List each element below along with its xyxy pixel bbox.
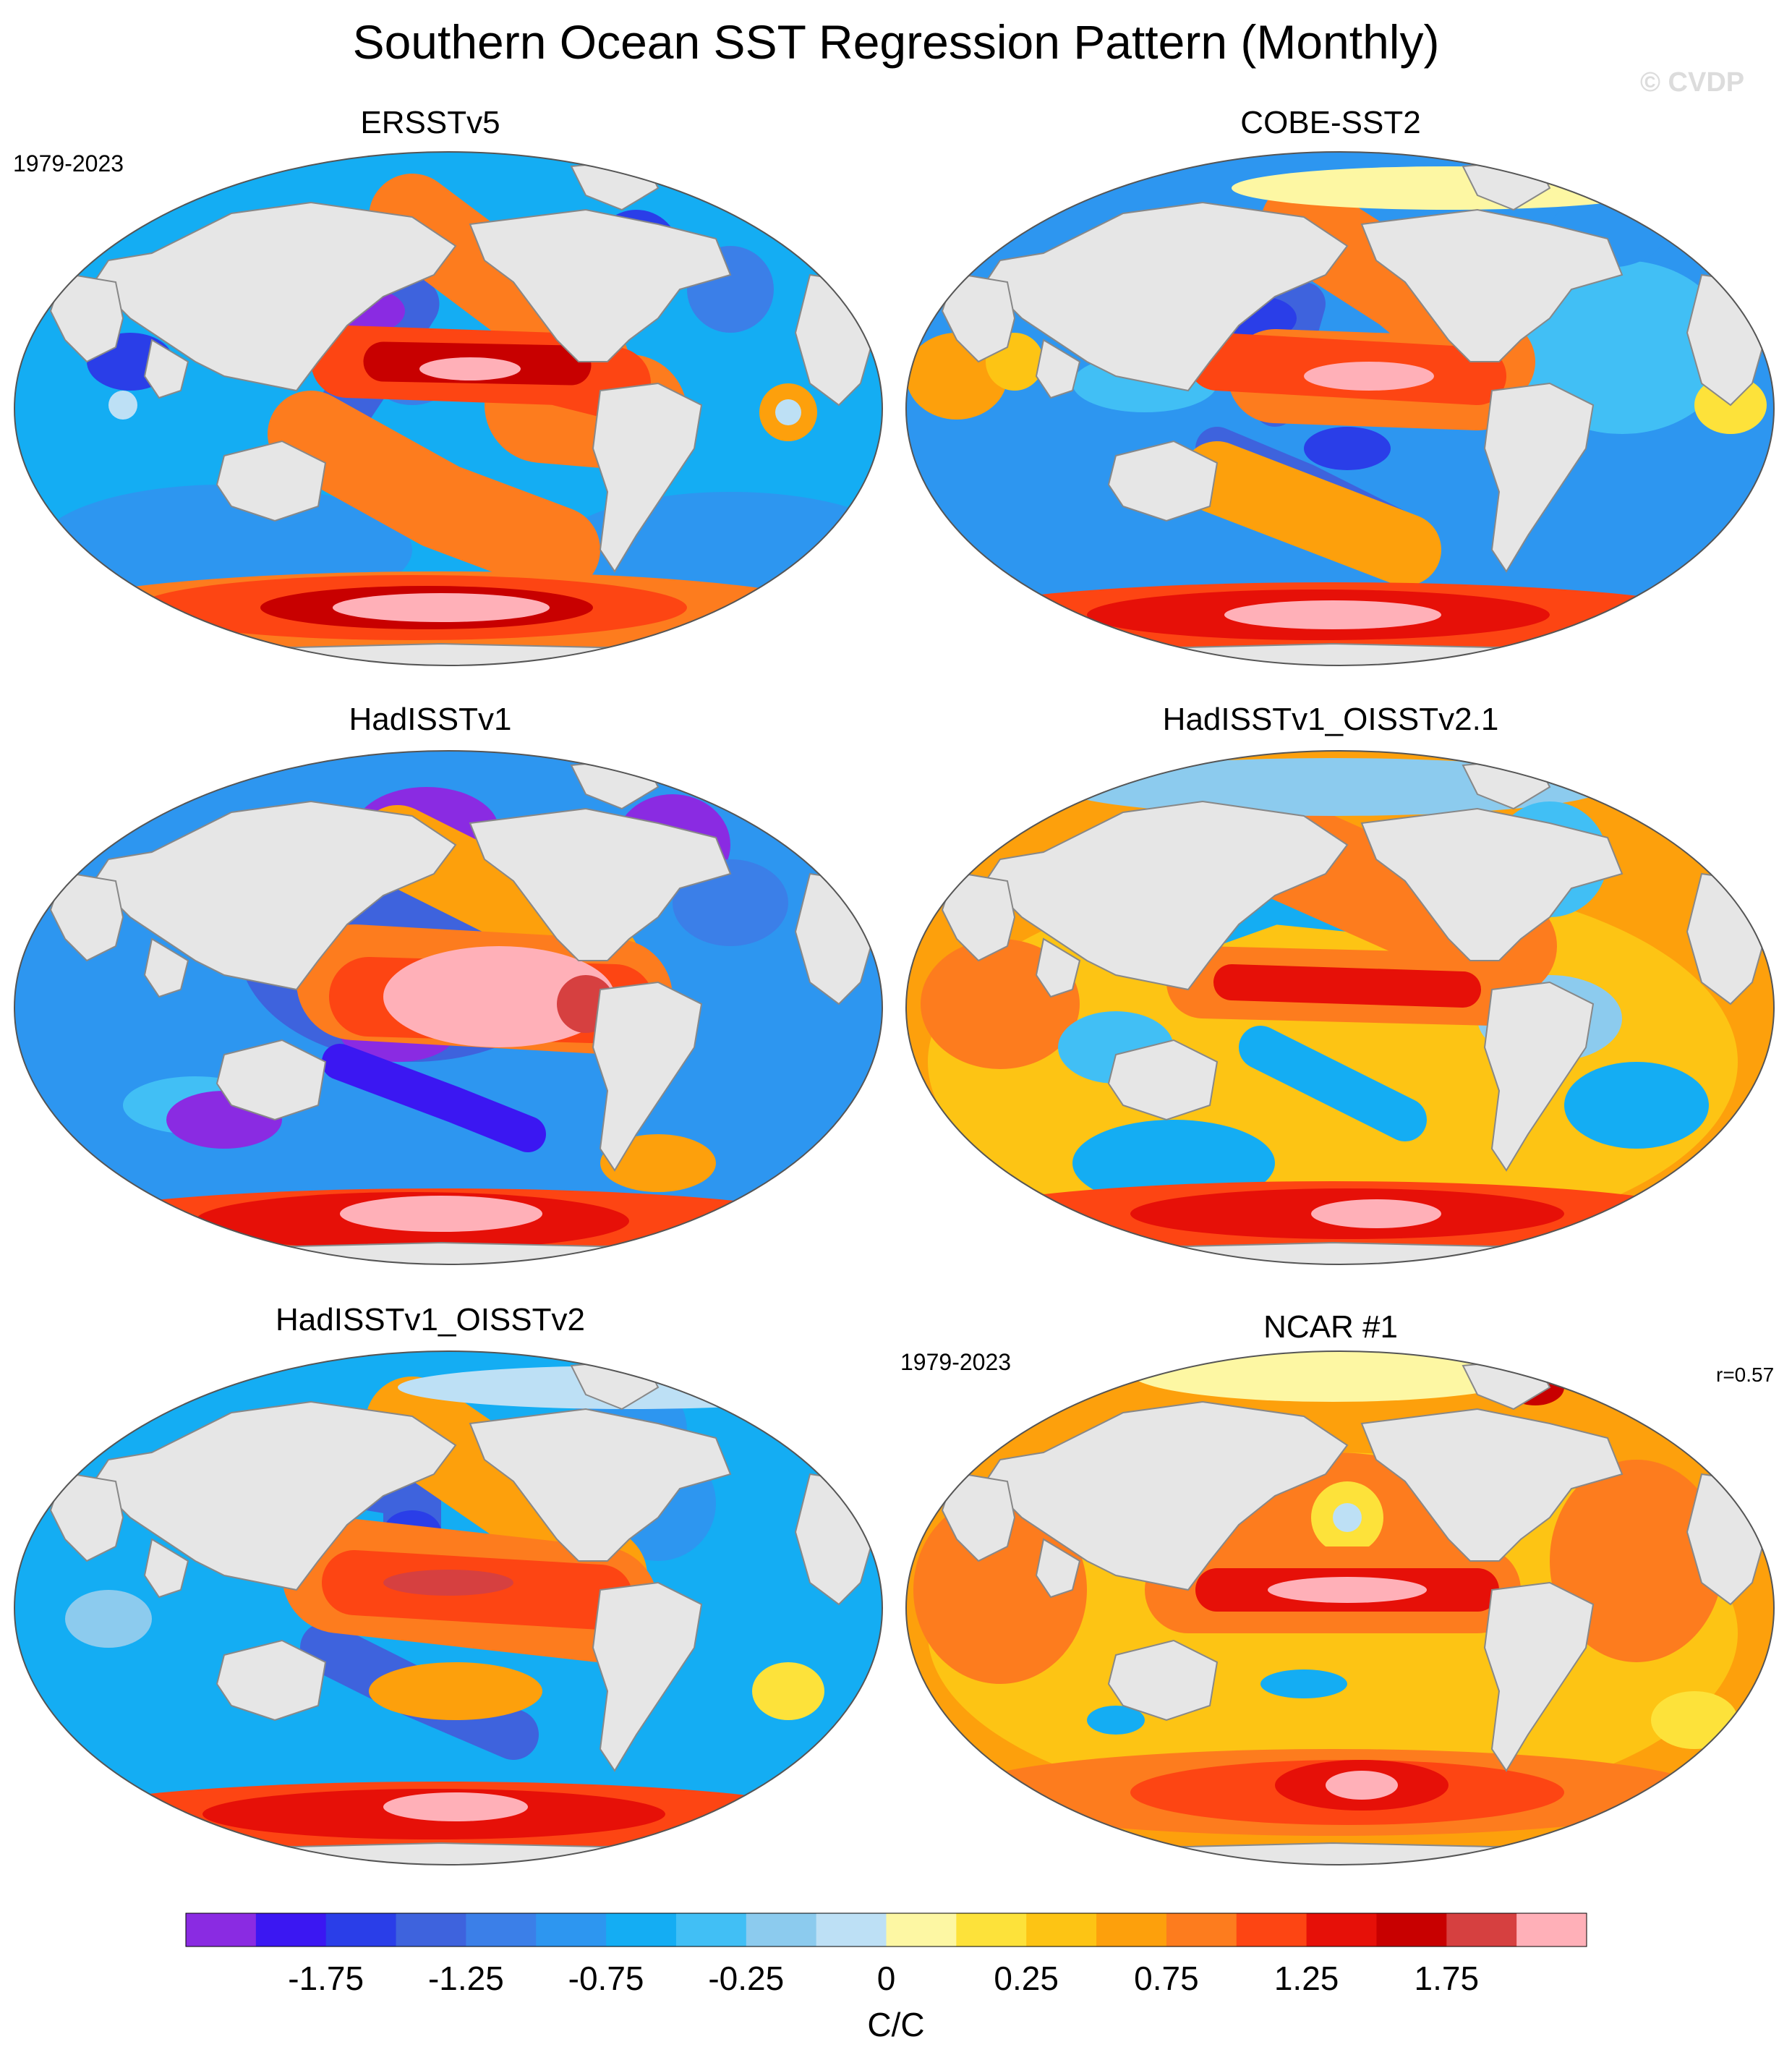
colorbar-tick-label: -1.75: [288, 1960, 364, 1997]
colorbar-swatch: [1376, 1913, 1447, 1946]
colorbar-units: C/C: [867, 2006, 925, 2043]
colorbar-swatch: [466, 1913, 537, 1946]
panel-1-period-label: 1979-2023: [13, 150, 124, 176]
colorbar-tick-label: 0.25: [994, 1960, 1059, 1997]
colorbar-tick-label: 1.25: [1273, 1960, 1339, 1997]
colorbar-swatch: [1166, 1913, 1237, 1946]
colorbar-swatch: [1236, 1913, 1307, 1946]
colorbar-swatch: [255, 1913, 327, 1946]
watermark: © CVDP: [1640, 67, 1745, 98]
map-panel-2: [905, 151, 1775, 666]
colorbar-swatch: [1096, 1913, 1167, 1946]
colorbar-swatch: [1306, 1913, 1377, 1946]
colorbar-swatch: [956, 1913, 1027, 1946]
panel-title-2: COBE-SST2: [1240, 105, 1421, 140]
colorbar-tick-label: 0: [876, 1960, 896, 1997]
colorbar-tick-label: 0.75: [1134, 1960, 1199, 1997]
colorbar-tick-label: 1.75: [1414, 1960, 1480, 1997]
colorbar-swatch: [536, 1913, 607, 1946]
colorbar-swatch: [746, 1913, 817, 1946]
colorbar-swatch: [675, 1913, 747, 1946]
panel-title-6: NCAR #1: [1263, 1309, 1398, 1345]
colorbar-swatch: [606, 1913, 677, 1946]
colorbar-swatch: [816, 1913, 887, 1946]
colorbar-tick-label: -0.75: [568, 1960, 644, 1997]
colorbar-swatch: [396, 1913, 466, 1946]
map-panel-6: [905, 1350, 1775, 1865]
colorbar-swatch: [886, 1913, 957, 1946]
colorbar-tick-label: -0.25: [708, 1960, 785, 1997]
colorbar-tick-label: -1.25: [427, 1960, 504, 1997]
map-panel-3: [14, 750, 883, 1265]
colorbar-swatch: [325, 1913, 397, 1946]
panel-title-4: HadISSTv1_OISSTv2.1: [1162, 702, 1499, 737]
figure-title: Southern Ocean SST Regression Pattern (M…: [352, 15, 1440, 69]
map-panel-4: [905, 750, 1775, 1265]
panel-6-period-label: 1979-2023: [900, 1349, 1012, 1375]
panel-title-5: HadISSTv1_OISSTv2: [276, 1302, 585, 1337]
panel-title-1: ERSSTv5: [360, 105, 500, 140]
panel-title-3: HadISSTv1: [349, 702, 512, 737]
colorbar-swatch: [1026, 1913, 1097, 1946]
colorbar-swatch: [186, 1913, 257, 1946]
panel-6-correlation-label: r=0.57: [1716, 1363, 1775, 1386]
colorbar-swatch: [1446, 1913, 1517, 1946]
colorbar-swatch: [1516, 1913, 1587, 1946]
map-panel-5: [14, 1350, 883, 1865]
map-panel-1: [14, 151, 883, 666]
